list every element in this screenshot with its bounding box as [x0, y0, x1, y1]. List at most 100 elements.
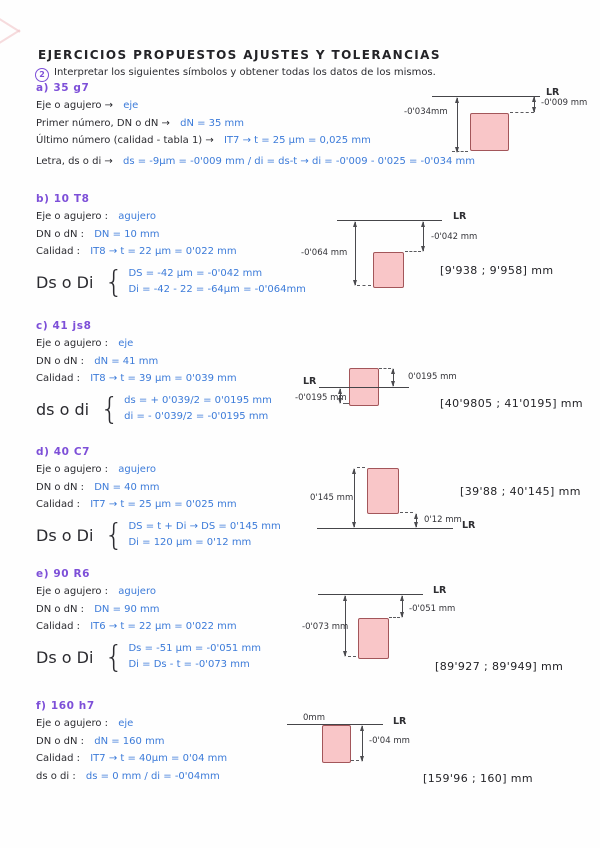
section-e: e) 90 R6 Eje o agujero : agujero DN o dN… — [36, 568, 261, 675]
line-label: Eje o agujero : — [36, 211, 109, 222]
line-value: dN = 35 mm — [180, 117, 245, 129]
result-interval: [159'96 ; 160] mm — [423, 772, 534, 785]
page-corner-mark — [0, 29, 21, 45]
text-line: Eje o agujero : agujero — [36, 464, 281, 482]
extension-dash — [400, 512, 413, 513]
line-value: DS = -42 μm = -0'042 mm — [128, 268, 263, 279]
tolerance-diagram-e: LR -0'073 mm -0'051 mm [89'927 ; 89'949]… — [300, 582, 580, 677]
text-line: DN o dN : DN = 90 mm — [36, 604, 261, 622]
line-label: Eje o agujero : — [36, 586, 109, 597]
dimension-arrow — [342, 595, 347, 657]
tolerance-zone-rect — [367, 468, 399, 514]
tolerance-diagram-a: LR -0'034mm -0'009 mm — [400, 85, 595, 165]
text-line: DN o dN : dN = 41 mm — [36, 356, 272, 374]
line-value: DN = 10 mm — [94, 228, 160, 240]
reference-line-label: LR — [546, 87, 560, 98]
line-label: Calidad : — [36, 499, 81, 510]
reference-line — [319, 387, 409, 388]
extension-dash — [405, 251, 421, 252]
tolerance-zone-rect — [470, 113, 509, 151]
line-label: DN o dN : — [36, 228, 85, 240]
deviation-group: Ds o Di DS = -42 μm = -0'042 mm Di = -42… — [36, 265, 306, 300]
section-a: a) 35 g7 Eje o agujero → eje Primer núme… — [36, 82, 475, 173]
line-label: Calidad : — [36, 246, 81, 257]
line-value: IT8 → t = 39 μm = 0'039 mm — [90, 373, 237, 384]
extension-dash — [357, 467, 365, 468]
brace-glyph — [104, 518, 123, 553]
line-value: ds = -9μm = -0'009 mm / di = ds-t → di =… — [122, 155, 476, 167]
dimension-arrow — [399, 595, 404, 618]
tolerance-zone-rect — [322, 725, 351, 763]
line-value: agujero — [118, 464, 156, 475]
section-d-heading: d) 40 C7 — [36, 446, 91, 458]
exercise-instruction: 2 Interpretar los siguientes símbolos y o… — [35, 67, 436, 82]
text-line: Calidad : IT6 → t = 22 μm = 0'022 mm — [36, 621, 261, 639]
dimension-label: -0'064 mm — [301, 248, 348, 258]
line-value: agujero — [118, 586, 156, 597]
dimension-label: 0mm — [303, 713, 325, 723]
text-line: Eje o agujero → eje — [36, 100, 475, 118]
reference-line — [317, 528, 453, 529]
text-line: DN o dN : DN = 10 mm — [36, 229, 306, 247]
line-label: Ds o Di — [36, 647, 94, 667]
line-label: Primer número, DN o dN → — [36, 117, 170, 129]
text-line: Eje o agujero : eje — [36, 718, 227, 736]
line-value: dN = 41 mm — [94, 355, 159, 367]
tolerance-diagram-c: LR 0'0195 mm -0'0195 mm [40'9805 ; 41'01… — [295, 355, 584, 415]
deviation-group: ds o di ds = + 0'039/2 = 0'0195 mm di = … — [36, 392, 272, 427]
text-line: Eje o agujero : agujero — [36, 211, 306, 229]
section-b-heading: b) 10 T8 — [36, 193, 90, 205]
text-line: Eje o agujero : eje — [36, 338, 272, 356]
dimension-arrow — [390, 368, 395, 387]
line-value: agujero — [118, 211, 156, 222]
line-label: DN o dN : — [36, 603, 85, 615]
line-label: ds o di — [36, 399, 90, 419]
text-line: Calidad : IT7 → t = 40μm = 0'04 mm — [36, 753, 227, 771]
extension-dash — [452, 151, 468, 152]
line-value: IT8 → t = 22 μm = 0'022 mm — [90, 246, 237, 257]
line-value: DN = 40 mm — [94, 481, 160, 493]
instruction-text: Interpretar los siguientes símbolos y ob… — [54, 67, 436, 78]
section-f-heading: f) 160 h7 — [36, 700, 95, 712]
result-interval: [9'938 ; 9'958] mm — [440, 264, 554, 277]
result-interval: [40'9805 ; 41'0195] mm — [440, 397, 584, 410]
line-label: Ds o Di — [36, 272, 94, 292]
tolerance-diagram-f: 0mm LR -0'04 mm [159'96 ; 160] mm — [283, 710, 563, 790]
line-value: ds = + 0'039/2 = 0'0195 mm — [124, 395, 272, 406]
extension-dash — [389, 617, 400, 618]
line-label: Calidad : — [36, 373, 81, 384]
section-c: c) 41 js8 Eje o agujero : eje DN o dN : … — [36, 320, 272, 427]
brace-glyph — [100, 392, 119, 427]
dimension-arrow — [337, 388, 342, 404]
dimension-label: 0'12 mm — [424, 515, 462, 525]
text-line: DN o dN : DN = 40 mm — [36, 482, 281, 500]
dimension-arrow — [413, 513, 418, 528]
extension-dash — [357, 285, 371, 286]
text-line: ds o di : ds = 0 mm / di = -0'04mm — [36, 771, 227, 789]
line-label: ds o di : — [36, 770, 76, 782]
line-value: Di = Ds - t = -0'073 mm — [128, 659, 250, 670]
line-value: eje — [123, 100, 139, 111]
dimension-arrow — [352, 221, 357, 286]
dimension-label: 0'0195 mm — [408, 372, 457, 382]
dimension-label: -0'0195 mm — [295, 393, 347, 403]
line-value: DN = 90 mm — [94, 603, 160, 615]
reference-line-label: LR — [433, 585, 447, 596]
section-a-heading: a) 35 g7 — [36, 82, 90, 94]
line-value: IT7 → t = 40μm = 0'04 mm — [90, 753, 228, 764]
tolerance-zone-rect — [358, 618, 389, 659]
section-f: f) 160 h7 Eje o agujero : eje DN o dN : … — [36, 700, 227, 788]
line-value: IT7 → t = 25 μm = 0'025 mm — [90, 499, 237, 510]
section-d: d) 40 C7 Eje o agujero : agujero DN o dN… — [36, 446, 281, 553]
line-label: Último número (calidad - tabla 1) → — [36, 135, 214, 146]
text-line: Calidad : IT7 → t = 25 μm = 0'025 mm — [36, 499, 281, 517]
line-value: eje — [118, 718, 134, 729]
line-label: DN o dN : — [36, 355, 85, 367]
dimension-label: -0'009 mm — [541, 98, 588, 108]
extension-dash — [379, 368, 391, 369]
extension-dash — [348, 656, 356, 657]
extension-dash — [510, 112, 534, 113]
section-b: b) 10 T8 Eje o agujero : agujero DN o dN… — [36, 193, 306, 300]
extension-dash — [343, 403, 349, 404]
